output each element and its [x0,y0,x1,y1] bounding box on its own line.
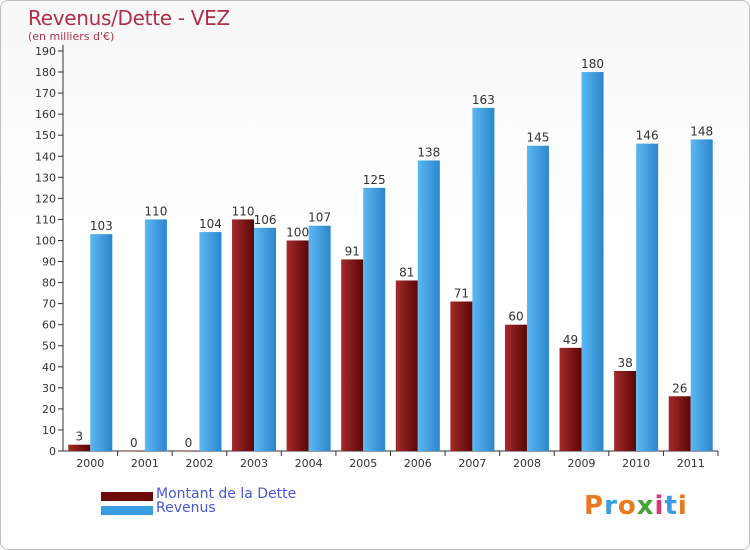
x-tick-label: 2006 [404,457,432,470]
bar-revenue [472,107,495,451]
y-tick-label: 20 [42,403,56,416]
proxiti-logo: Proxiti [584,491,688,521]
y-tick-label: 80 [42,277,56,290]
legend-label-debt: Montant de la Dette [156,486,297,502]
logo-letter: i [654,491,665,521]
y-tick-label: 100 [35,234,56,247]
bar-debt [614,371,637,451]
data-label-revenue: 146 [636,129,659,143]
legend-label-revenue: Revenus [156,500,216,516]
bar-revenue [308,225,331,451]
value-labels: 3103011001041101061001079112581138711636… [75,57,713,450]
x-tick-label: 2003 [240,457,268,470]
y-tick-label: 0 [49,445,56,458]
bar-revenue [254,227,277,451]
y-tick-label: 110 [35,213,56,226]
bar-debt [450,301,473,451]
data-label-revenue: 148 [690,124,713,138]
data-label-debt: 110 [232,204,255,218]
bar-revenue [690,139,713,451]
bar-debt [68,444,91,451]
chart-subtitle: (en milliers d'€) [28,30,115,43]
y-tick-label: 30 [42,382,56,395]
data-label-debt: 49 [563,333,578,347]
data-label-revenue: 163 [472,93,495,107]
y-tick-label: 40 [42,361,56,374]
logo-letter: i [677,491,688,521]
x-tick-label: 2011 [677,457,705,470]
bar-revenue [144,219,167,451]
y-tick-label: 170 [35,87,56,100]
x-tick-label: 2010 [622,457,650,470]
y-tick-label: 70 [42,298,56,311]
bar-debt [559,347,582,451]
legend-swatch-revenue [101,506,153,515]
y-tick-label: 50 [42,340,56,353]
y-tick-label: 130 [35,171,56,184]
y-tick-label: 90 [42,256,56,269]
bar-revenue [526,145,549,451]
axes: 0102030405060708090100110120130140150160… [35,45,719,470]
legend-swatch-debt [101,492,153,501]
data-label-revenue: 107 [308,211,331,225]
bar-revenue [636,143,659,451]
data-label-debt: 0 [185,436,193,450]
x-tick-label: 2007 [458,457,486,470]
logo-letter: r [604,491,618,521]
logo-letter: t [664,491,678,521]
bar-revenue [417,160,440,451]
data-label-revenue: 104 [199,217,222,231]
x-tick-label: 2000 [76,457,104,470]
bar-debt [122,451,145,452]
data-label-debt: 3 [75,430,83,444]
x-tick-label: 2004 [295,457,323,470]
data-label-revenue: 110 [144,204,167,218]
data-label-revenue: 103 [90,219,113,233]
data-label-revenue: 138 [417,145,440,159]
bar-debt [668,396,691,451]
y-tick-label: 140 [35,150,56,163]
data-label-debt: 100 [286,225,309,239]
chart-title: Revenus/Dette - VEZ [28,6,230,30]
bar-revenue [199,232,222,451]
data-label-revenue: 106 [254,213,277,227]
x-tick-label: 2008 [513,457,541,470]
bar-debt [395,280,418,451]
logo-letter: x [636,491,655,521]
y-tick-label: 180 [35,66,56,79]
bar-debt [504,324,527,451]
bar-revenue [581,72,604,451]
y-tick-label: 60 [42,319,56,332]
data-label-debt: 81 [399,265,414,279]
y-tick-label: 10 [42,424,56,437]
data-label-debt: 26 [672,381,687,395]
bar-debt [232,219,255,451]
bar-revenue [363,187,386,451]
bars [68,72,713,452]
x-tick-label: 2005 [349,457,377,470]
bar-debt [286,240,309,451]
data-label-debt: 71 [454,287,469,301]
logo-letter: o [617,491,637,521]
data-label-revenue: 180 [581,57,604,71]
data-label-debt: 38 [617,356,632,370]
logo-letter: P [584,491,605,521]
data-label-debt: 60 [508,310,523,324]
y-tick-label: 190 [35,45,56,58]
x-tick-label: 2001 [131,457,159,470]
bar-revenue [90,234,113,451]
bar-debt [177,451,200,452]
y-tick-label: 150 [35,129,56,142]
y-tick-label: 160 [35,108,56,121]
y-tick-label: 120 [35,192,56,205]
data-label-revenue: 145 [527,131,550,145]
data-label-debt: 0 [130,436,138,450]
x-tick-label: 2009 [568,457,596,470]
x-tick-label: 2002 [185,457,213,470]
data-label-revenue: 125 [363,173,386,187]
bar-debt [341,259,364,451]
data-label-debt: 91 [345,244,360,258]
